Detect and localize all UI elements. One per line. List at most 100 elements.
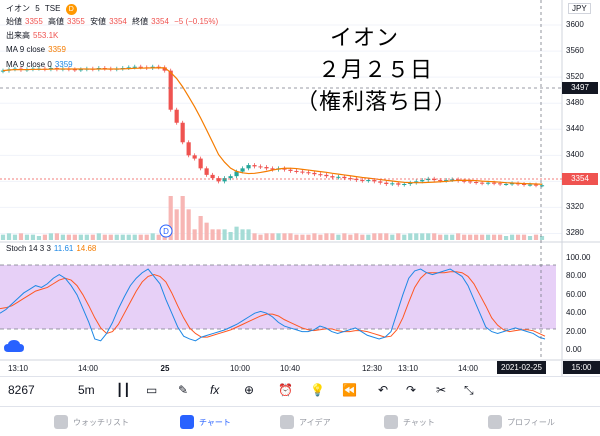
candle-body bbox=[0, 70, 6, 72]
tab-watchlist[interactable]: ウォッチリスト bbox=[54, 415, 129, 429]
tab-chat-label: チャット bbox=[403, 417, 435, 427]
candle-body bbox=[330, 176, 335, 178]
watchlist-icon bbox=[54, 415, 68, 429]
volume-bar bbox=[42, 234, 48, 240]
tools-icon[interactable]: ✂ bbox=[436, 383, 447, 397]
fullscreen-icon[interactable]: ⤡ bbox=[464, 383, 474, 397]
volume-legend[interactable]: 出来高 553.1K bbox=[6, 31, 61, 41]
volume-bar bbox=[444, 234, 449, 240]
candle-body bbox=[408, 182, 413, 184]
overlay-note: （権利落ち日） bbox=[296, 90, 458, 115]
candle-body bbox=[72, 69, 77, 71]
volume-bar bbox=[114, 234, 119, 240]
dividend-badge[interactable]: D bbox=[65, 4, 77, 15]
idea-icon[interactable]: 💡 bbox=[310, 383, 325, 397]
price-tick-label: 3520 bbox=[566, 72, 584, 82]
candle-body bbox=[480, 182, 485, 184]
volume-bar bbox=[486, 234, 491, 240]
volume-bar bbox=[462, 234, 467, 240]
candle-body bbox=[246, 165, 251, 169]
open-value: 3355 bbox=[25, 17, 43, 26]
stoch-label: Stoch 14 3 3 bbox=[6, 244, 51, 253]
candle-body bbox=[216, 178, 221, 182]
stoch-k-value: 11.61 bbox=[53, 244, 74, 253]
volume-bar bbox=[72, 234, 77, 240]
replay-icon[interactable]: ⏪ bbox=[342, 383, 357, 397]
pencil-icon[interactable]: ✎ bbox=[178, 383, 189, 397]
tab-profile-label: プロフィール bbox=[507, 417, 555, 427]
candle-body bbox=[294, 170, 299, 172]
tab-chart[interactable]: チャート bbox=[180, 415, 231, 429]
price-tick-label: 3320 bbox=[566, 202, 584, 212]
candle-body bbox=[318, 174, 323, 176]
chart-canvas[interactable]: D bbox=[0, 0, 600, 376]
volume-bar bbox=[36, 236, 42, 240]
redo-icon[interactable]: ↷ bbox=[406, 383, 417, 397]
high-label: 高値 bbox=[48, 17, 65, 26]
tab-chat[interactable]: チャット bbox=[384, 415, 435, 429]
volume-bar bbox=[468, 234, 473, 240]
crosshair-price-tag: 3497 bbox=[562, 82, 598, 94]
volume-bar bbox=[294, 234, 299, 240]
chart-icon bbox=[180, 415, 194, 429]
volume-bar bbox=[402, 234, 407, 240]
volume-bar bbox=[300, 234, 305, 240]
volume-bar bbox=[491, 234, 497, 240]
symbol-legend[interactable]: イオン 5 TSE D bbox=[6, 4, 80, 15]
volume-bar bbox=[144, 234, 149, 240]
volume-bar bbox=[18, 233, 24, 240]
volume-bar bbox=[210, 229, 215, 240]
currency-label[interactable]: JPY bbox=[568, 3, 591, 14]
ideas-icon bbox=[280, 415, 294, 429]
alarm-icon[interactable]: ⏰ bbox=[278, 383, 293, 397]
tab-ideas-label: アイデア bbox=[299, 417, 331, 427]
tab-profile[interactable]: プロフィール bbox=[488, 415, 555, 429]
add-icon[interactable]: ⊕ bbox=[244, 383, 255, 397]
volume-bar bbox=[30, 234, 36, 240]
price-tick-label: 3560 bbox=[566, 46, 584, 56]
candle-body bbox=[264, 167, 269, 169]
candle-body bbox=[168, 70, 173, 110]
stoch-legend[interactable]: Stoch 14 3 3 11.61 14.68 bbox=[6, 244, 99, 254]
interval-button[interactable]: 5m bbox=[78, 383, 95, 397]
price-readout: 8267 bbox=[8, 383, 35, 397]
crosshair-date-tag: 2021-02-25 bbox=[497, 361, 546, 374]
volume-bar bbox=[503, 236, 509, 240]
candle-body bbox=[360, 180, 365, 182]
time-tick-label: 10:40 bbox=[279, 364, 301, 373]
volume-bar bbox=[539, 236, 545, 240]
candle-body bbox=[503, 183, 509, 185]
tab-ideas[interactable]: アイデア bbox=[280, 415, 331, 429]
volume-bar bbox=[0, 234, 6, 240]
indicator-icon[interactable]: fx bbox=[210, 383, 220, 397]
candle-body bbox=[78, 69, 83, 71]
candle-type-icon[interactable]: ┃┃ bbox=[116, 383, 131, 397]
volume-bar bbox=[150, 233, 155, 240]
dividend-marker[interactable] bbox=[159, 224, 173, 238]
ma2-legend[interactable]: MA 9 close 0 3359 bbox=[6, 60, 76, 70]
cloud-icon[interactable] bbox=[4, 340, 24, 352]
undo-icon[interactable]: ↶ bbox=[378, 383, 389, 397]
volume-bar bbox=[354, 233, 359, 240]
stoch-band bbox=[0, 265, 556, 329]
candle-body bbox=[138, 66, 143, 68]
volume-bar bbox=[282, 233, 287, 240]
volume-bar bbox=[54, 233, 59, 240]
symbol-interval: 5 bbox=[35, 4, 40, 13]
stoch-d-value: 14.68 bbox=[76, 244, 97, 253]
ma1-legend[interactable]: MA 9 close 3359 bbox=[6, 45, 69, 55]
volume-bar bbox=[396, 233, 401, 240]
compare-icon[interactable]: ▭ bbox=[146, 383, 158, 397]
candle-body bbox=[527, 184, 533, 186]
price-tick-label: 3480 bbox=[566, 98, 584, 108]
volume-bar bbox=[12, 234, 18, 240]
volume-bar bbox=[348, 234, 353, 240]
volume-bar bbox=[66, 234, 71, 240]
candle-body bbox=[444, 180, 449, 182]
candle-body bbox=[462, 180, 467, 182]
candle-body bbox=[180, 122, 185, 143]
candle-body bbox=[282, 168, 287, 170]
candle-body bbox=[432, 178, 437, 181]
time-tick-label: 25 bbox=[160, 364, 170, 373]
candle-body bbox=[288, 169, 293, 171]
